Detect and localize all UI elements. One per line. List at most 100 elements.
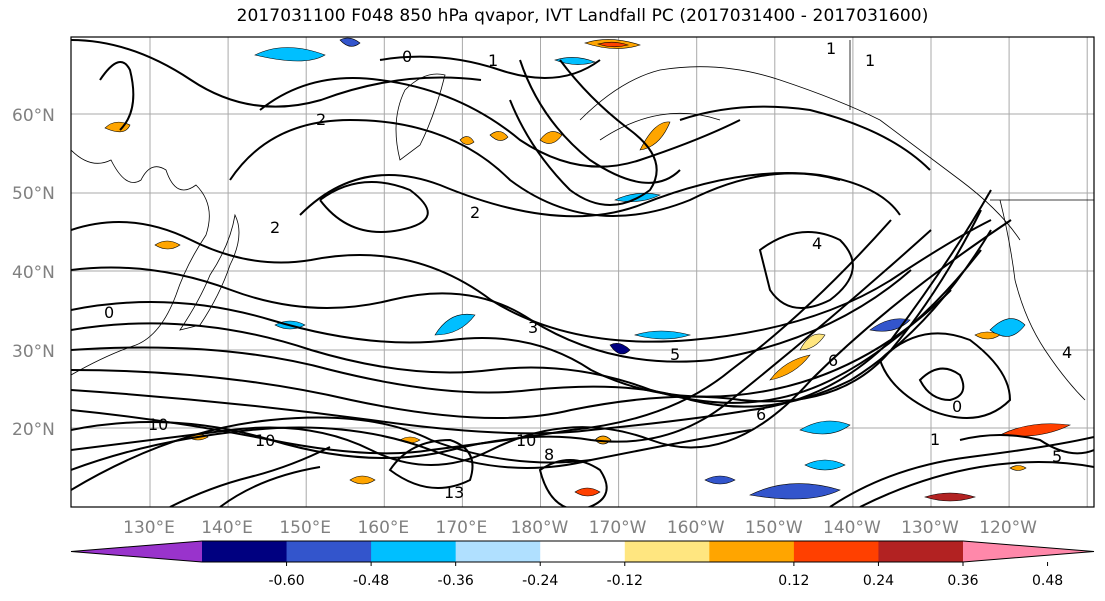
contour-label: 0 [952,397,962,416]
patch-orange [574,487,601,497]
longitude-labels: 130°E 140°E 150°E 160°E 170°E 180°W 170°W 160°W… [123,518,1037,538]
contour-label: 1 [930,430,940,449]
colorbar-segment [793,541,879,562]
contour-label: 8 [544,445,554,464]
coastline-japan [179,213,240,331]
colorbar-tick-label: 0.48 [1032,573,1063,589]
map-frame [70,36,1095,508]
contour-line [99,61,135,131]
longitude-label: 130°W [901,518,959,538]
longitude-label: 160°E [357,518,409,538]
patch-blue [554,57,596,65]
coastline-asia [71,149,210,376]
patch-blue [804,459,846,471]
coastline-namerica [999,199,1086,401]
latitude-label: 40°N [12,263,55,283]
colorbar-tick-label: -0.12 [607,573,643,589]
patch-orange [924,492,976,502]
contour-line [878,332,1012,419]
patch-orange [539,131,563,144]
contour-line [259,77,741,168]
contour-label: 5 [670,345,680,364]
contour-label: 1 [865,51,875,70]
contour-label: 6 [828,351,838,370]
contour-label: 10 [148,415,168,434]
map-plot-area: 0 1 1 1 2 2 2 3 4 5 6 8 10 10 10 13 0 1 … [71,37,1094,507]
patch-orange [349,475,376,485]
contour-label: 2 [270,218,280,237]
latitude-labels: 60°N 50°N 40°N 30°N 20°N [12,106,55,440]
contour-line [679,105,931,171]
longitude-label: 150°E [279,518,331,538]
contour-label: 0 [104,303,114,322]
colorbar-tick-label: -0.60 [268,573,304,589]
colorbar-segment [371,541,457,562]
longitude-label: 140°W [823,518,881,538]
coastline-aleutians [599,112,721,141]
patch-blue [799,420,851,435]
colorbar-tick-label: 0.12 [778,573,809,589]
longitude-label: 150°W [745,518,803,538]
colorbar-tick-label: -0.24 [522,573,558,589]
patch-orange [974,331,1001,340]
contour-label: 13 [444,483,464,502]
patch-navy [609,343,631,355]
colorbar-tick-label: 0.24 [863,573,894,589]
map-title: 2017031100 F048 850 hPa qvapor, IVT Land… [236,6,929,26]
longitude-label: 130°E [123,518,175,538]
colorbar-extend-high [963,541,1094,562]
contour-label: 10 [255,431,275,450]
contour-line [859,461,1094,507]
longitude-label: 140°E [201,518,253,538]
contour-line [758,231,854,309]
longitude-label: 180°W [511,518,569,538]
contour-line [959,434,1094,455]
longitude-label: 120°W [979,518,1037,538]
colorbar-tick-label: 0.36 [947,573,978,589]
contour-label: 6 [756,405,766,424]
coastline-kamchatka [395,73,446,161]
contour-line [71,189,992,435]
patch-blue [869,318,911,332]
colorbar-segment [878,541,964,562]
patch-orange [489,131,509,141]
colorbar-extend-low [71,541,202,562]
contour-line [519,59,681,184]
latitude-label: 60°N [12,106,55,126]
colorbar-tick-label: -0.36 [438,573,474,589]
longitude-label: 170°W [589,518,647,538]
patch-blue [704,475,736,485]
contour-label: 1 [826,39,836,58]
patch-blue [339,37,361,47]
contour-line [219,466,321,507]
contour-label: 1 [488,51,498,70]
contour-label: 2 [316,110,326,129]
patch-blue [633,330,692,340]
contour-label: 0 [402,47,412,66]
latitude-label: 50°N [12,184,55,204]
contour-line [71,266,912,363]
contour-label: 5 [1052,447,1062,466]
contour-line [299,172,901,218]
patch-orange [769,354,811,381]
contour-label: 2 [470,203,480,222]
latitude-label: 30°N [12,342,55,362]
longitude-label: 160°W [667,518,725,538]
contour-line [509,59,658,206]
contour-line [71,39,482,108]
colorbar-segment [202,541,288,562]
coastline-alaska [579,66,1021,241]
contour-line [538,459,608,507]
patch-yellow [799,333,826,351]
colorbar-segment [540,541,626,562]
contour-line [918,367,965,402]
contour-line [71,426,752,471]
colorbar: -0.60 -0.48 -0.36 -0.24 -0.12 0.12 0.24 0.36 0.4… [70,540,1095,589]
patch-blue [434,313,476,336]
contour-line [319,181,429,233]
contours [71,39,1094,507]
contour-line [829,436,1094,507]
contour-labels: 0 1 1 1 2 2 2 3 4 5 6 8 10 10 10 13 0 1 … [104,39,1072,502]
patch-orange [639,121,671,151]
